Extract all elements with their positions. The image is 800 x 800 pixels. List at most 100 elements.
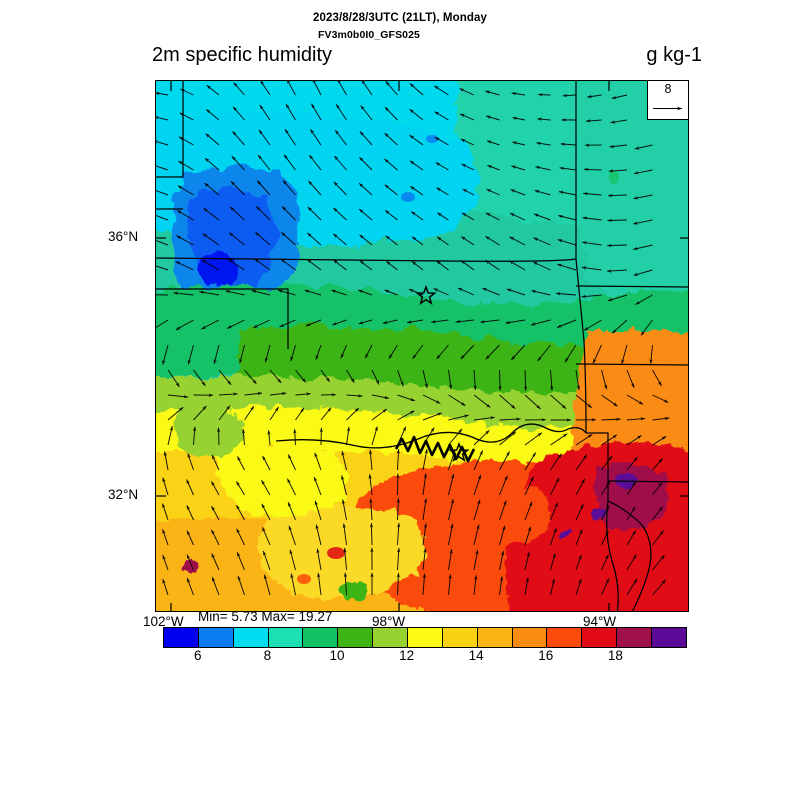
wind-vector xyxy=(485,344,500,360)
wind-vector xyxy=(310,129,322,146)
wind-vector xyxy=(384,209,398,221)
wind-vector xyxy=(499,431,517,446)
wind-vector xyxy=(555,292,577,296)
wind-vector xyxy=(307,206,322,221)
wind-vector xyxy=(601,369,608,390)
colorbar-cell xyxy=(547,628,583,647)
wind-vector xyxy=(282,180,296,196)
wind-vector xyxy=(609,144,628,149)
wind-vector xyxy=(499,417,521,421)
wind-vector xyxy=(286,478,296,496)
lon-label-94w: 94°W xyxy=(583,614,617,629)
wind-vector xyxy=(201,319,220,330)
wind-vector xyxy=(473,575,478,596)
wind-vector xyxy=(382,319,398,324)
wind-vector xyxy=(167,406,184,421)
wind-vector xyxy=(434,85,449,96)
wind-vector xyxy=(409,134,424,146)
wind-vector xyxy=(462,188,475,196)
wind-vector xyxy=(550,553,556,571)
wind-vector xyxy=(341,475,347,496)
lat-label-36n: 36°N xyxy=(108,229,139,244)
wind-vector xyxy=(235,481,245,496)
wind-vector xyxy=(396,498,400,521)
wind-vector xyxy=(359,156,373,171)
wind-vector xyxy=(499,550,505,571)
wind-vector xyxy=(512,141,526,146)
wind-vector xyxy=(485,235,500,246)
wind-vector xyxy=(384,106,398,121)
wind-vector xyxy=(186,505,194,521)
wind-vector xyxy=(358,182,373,196)
colorbar-cell xyxy=(408,628,443,647)
wind-vector xyxy=(167,425,173,446)
wind-vector xyxy=(187,344,194,365)
wind-vector xyxy=(537,344,551,362)
wind-vector xyxy=(225,290,245,296)
wind-vector xyxy=(422,498,428,521)
wind-vector xyxy=(499,500,507,521)
wind-vector xyxy=(193,369,206,387)
wind-vector xyxy=(524,501,533,521)
wind-vector xyxy=(633,244,653,251)
wind-vector xyxy=(487,164,500,171)
wind-vector xyxy=(550,502,559,521)
wind-vector xyxy=(368,449,373,471)
wind-vector xyxy=(652,416,670,421)
wind-vector xyxy=(461,236,475,246)
wind-vector xyxy=(431,319,449,324)
wind-vector xyxy=(408,288,424,296)
wind-vector xyxy=(343,572,348,596)
wind-vector xyxy=(307,232,322,246)
wind-scale-legend: 8 xyxy=(647,81,688,120)
wind-vector xyxy=(530,319,551,326)
wind-vector xyxy=(384,132,398,146)
wind-vector xyxy=(255,205,271,221)
wind-vector xyxy=(550,477,560,496)
wind-vector xyxy=(368,474,373,496)
wind-vector xyxy=(317,572,322,596)
map-plot-area[interactable]: 8 xyxy=(155,80,689,612)
wind-vector xyxy=(585,119,602,123)
wind-vector xyxy=(397,410,415,421)
wind-vector xyxy=(359,234,373,246)
wind-vector xyxy=(218,369,232,386)
wind-vector xyxy=(499,525,506,546)
wind-vector xyxy=(473,450,484,471)
wind-vector xyxy=(218,405,231,421)
wind-vector xyxy=(557,239,577,246)
wind-vector xyxy=(508,260,526,271)
wind-vector xyxy=(261,527,271,546)
wind-vector xyxy=(633,194,653,200)
wind-vector xyxy=(199,290,220,296)
wind-vector xyxy=(485,115,500,121)
station-star-south xyxy=(448,441,470,463)
colorbar-cell xyxy=(373,628,409,647)
wind-vector xyxy=(575,529,583,546)
wind-vector xyxy=(626,435,642,446)
wind-vector xyxy=(459,88,475,96)
wind-vector xyxy=(386,260,398,271)
wind-vector xyxy=(409,108,424,121)
wind-vector xyxy=(557,263,577,271)
wind-vector xyxy=(244,405,255,421)
wind-vector xyxy=(162,578,169,596)
wind-vector xyxy=(575,454,588,471)
wind-vector xyxy=(314,452,322,471)
wind-vector xyxy=(312,81,322,96)
wind-vector xyxy=(473,549,479,571)
wind-vector xyxy=(436,260,449,271)
wind-vector xyxy=(232,106,245,121)
wind-vector xyxy=(176,235,194,246)
wind-vector xyxy=(534,189,551,196)
colorbar-tick: 6 xyxy=(194,648,202,663)
wind-vector xyxy=(396,522,401,546)
wind-vector xyxy=(236,552,245,571)
wind-vector xyxy=(288,525,296,546)
wind-vector xyxy=(229,206,245,221)
wind-vector xyxy=(236,456,245,471)
wind-vector xyxy=(455,319,475,324)
wind-vector xyxy=(334,129,347,146)
wind-vector xyxy=(179,112,194,121)
wind-vector xyxy=(260,81,271,96)
